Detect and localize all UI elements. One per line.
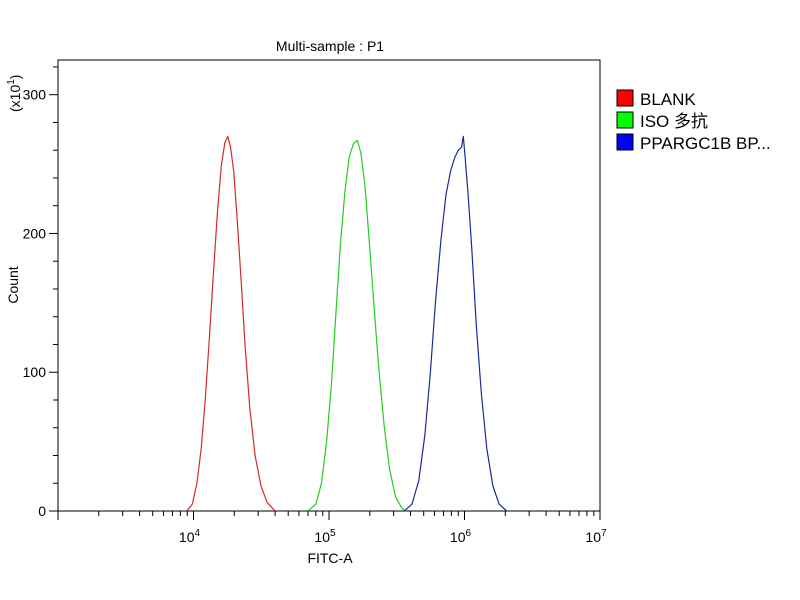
y-multiplier-exponent: 1	[6, 79, 17, 85]
x-tick-label: 105	[314, 528, 336, 545]
x-tick-label: 106	[450, 528, 472, 545]
chart-title: Multi-sample : P1	[276, 38, 384, 54]
legend-swatch	[616, 133, 634, 151]
y-axis-ticks: 0 100 200 300	[23, 66, 58, 519]
y-axis-label: Count	[5, 266, 21, 303]
x-axis-ticks: 104 105 106 107	[57, 511, 607, 545]
y-tick-label: 200	[23, 225, 47, 241]
legend-label: PPARGC1B BP...	[640, 134, 771, 153]
svg-text:(x101): (x101)	[6, 75, 23, 112]
x-tick-base: 10	[585, 529, 601, 545]
x-tick-label: 104	[179, 528, 201, 545]
legend-label: ISO 多抗	[640, 112, 708, 131]
y-tick-label: 300	[23, 87, 47, 103]
y-multiplier-label: (x101)	[6, 75, 23, 112]
x-tick-base: 10	[314, 529, 330, 545]
series-lines	[186, 135, 508, 512]
legend-label: BLANK	[640, 90, 696, 109]
x-tick-exponent: 5	[330, 528, 336, 539]
legend-swatch	[616, 89, 634, 107]
x-tick-base: 10	[450, 529, 466, 545]
legend: BLANK ISO 多抗 PPARGC1B BP...	[616, 89, 771, 153]
x-tick-base: 10	[179, 529, 195, 545]
y-multiplier-suffix: )	[7, 75, 23, 80]
y-tick-label: 0	[38, 503, 46, 519]
series-line-3	[403, 135, 508, 512]
legend-swatch	[616, 111, 634, 129]
y-tick-label: 100	[23, 364, 47, 380]
series-line-1	[186, 135, 276, 512]
x-tick-exponent: 7	[601, 528, 607, 539]
series-line-2	[307, 139, 407, 512]
y-multiplier-prefix: (x10	[7, 85, 23, 112]
x-tick-exponent: 6	[466, 528, 472, 539]
plot-frame	[57, 59, 601, 512]
x-axis-label: FITC-A	[307, 550, 353, 566]
x-tick-label: 107	[585, 528, 607, 545]
x-tick-exponent: 4	[195, 528, 201, 539]
